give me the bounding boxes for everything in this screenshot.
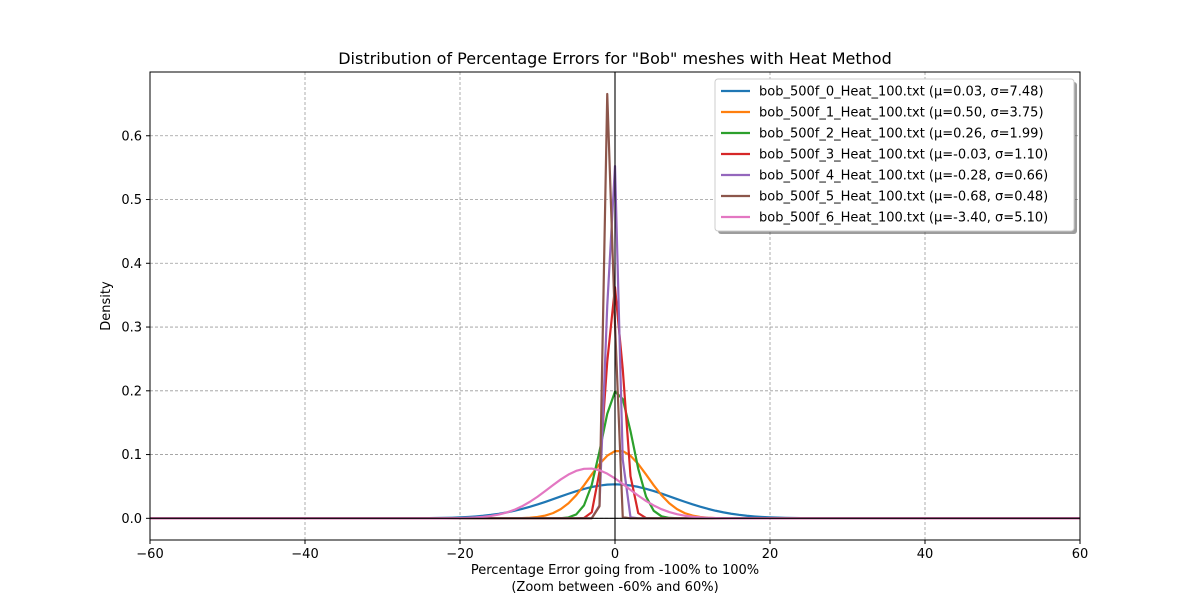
- x-tick-label: 60: [1072, 547, 1089, 562]
- x-tick-label: 0: [611, 547, 619, 562]
- y-axis-ticks: 0.0 0.1 0.2 0.3 0.4 0.5 0.6: [121, 129, 150, 527]
- legend-label-2: bob_500f_2_Heat_100.txt (μ=0.26, σ=1.99): [759, 127, 1044, 142]
- x-tick-label: 20: [762, 547, 779, 562]
- reference-lines: [150, 72, 1080, 540]
- legend-entries: bob_500f_0_Heat_100.txt (μ=0.03, σ=7.48)…: [721, 85, 1048, 226]
- legend-label-1: bob_500f_1_Heat_100.txt (μ=0.50, σ=3.75): [759, 106, 1044, 121]
- x-axis-subtitle: (Zoom between -60% and 60%): [511, 580, 718, 595]
- legend-box: [714, 78, 1075, 232]
- legend-label-3: bob_500f_3_Heat_100.txt (μ=-0.03, σ=1.10…: [759, 148, 1048, 163]
- y-tick-label: 0.0: [121, 512, 142, 527]
- y-tick-label: 0.4: [121, 257, 142, 272]
- x-tick-label: 40: [917, 547, 934, 562]
- y-tick-label: 0.3: [121, 321, 142, 336]
- legend-label-6: bob_500f_6_Heat_100.txt (μ=-3.40, σ=5.10…: [759, 211, 1048, 226]
- y-axis-title: Density: [99, 281, 114, 331]
- chart-title: Distribution of Percentage Errors for "B…: [338, 49, 892, 68]
- legend-label-4: bob_500f_4_Heat_100.txt (μ=-0.28, σ=0.66…: [759, 169, 1048, 184]
- legend-label-5: bob_500f_5_Heat_100.txt (μ=-0.68, σ=0.48…: [759, 190, 1048, 205]
- legend-label-0: bob_500f_0_Heat_100.txt (μ=0.03, σ=7.48): [759, 85, 1044, 100]
- y-tick-label: 0.5: [121, 193, 142, 208]
- x-tick-label: −20: [446, 547, 473, 562]
- x-tick-label: −40: [291, 547, 318, 562]
- y-tick-label: 0.6: [121, 129, 142, 144]
- x-axis-title: Percentage Error going from -100% to 100…: [471, 563, 759, 578]
- x-tick-label: −60: [136, 547, 163, 562]
- x-axis-ticks: −60 −40 −20 0 20 40 60: [136, 540, 1088, 562]
- y-tick-label: 0.1: [121, 448, 142, 463]
- y-tick-label: 0.2: [121, 384, 142, 399]
- legend: bob_500f_0_Heat_100.txt (μ=0.03, σ=7.48)…: [714, 78, 1077, 234]
